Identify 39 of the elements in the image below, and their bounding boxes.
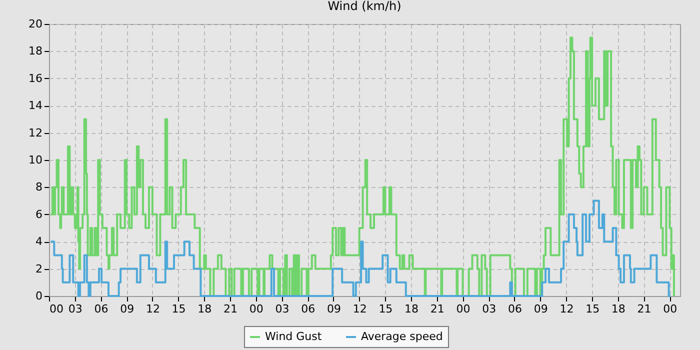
x-tick-label: 06: [94, 302, 108, 316]
x-tick-label: 09: [120, 302, 134, 316]
y-tick-label: 20: [28, 18, 42, 30]
y-tick-label: 10: [28, 154, 42, 166]
x-tick-label: 09: [534, 302, 548, 316]
legend-label: Wind Gust: [265, 330, 322, 343]
y-tick-label: 2: [36, 262, 42, 276]
x-tick-label: 15: [172, 302, 186, 316]
x-tick-label: 09: [326, 302, 341, 316]
y-tick-label: 14: [28, 99, 42, 112]
x-tick-label: 15: [378, 302, 393, 316]
x-tick-label: 06: [301, 302, 316, 316]
y-tick-label: 4: [36, 235, 42, 248]
y-tick-label: 0: [36, 290, 42, 302]
chart-title: Wind (km/h): [328, 0, 402, 13]
y-tick-label: 12: [28, 126, 42, 140]
y-tick-label: 8: [36, 180, 42, 194]
x-tick-label: 12: [352, 302, 367, 316]
x-tick-label: 00: [663, 302, 678, 316]
x-tick-label: 15: [586, 302, 600, 316]
x-tick-label: 06: [508, 302, 522, 316]
x-tick-label: 21: [637, 302, 652, 316]
x-tick-label: 18: [198, 302, 212, 316]
y-tick-label: 18: [28, 44, 42, 58]
y-tick-label: 16: [28, 72, 42, 85]
legend-label: Average speed: [361, 330, 443, 343]
x-tick-label: 12: [146, 302, 160, 316]
x-tick-label: 00: [249, 302, 264, 316]
x-tick-label: 03: [275, 302, 290, 316]
x-tick-label: 18: [404, 302, 419, 316]
x-tick-label: 21: [430, 302, 444, 316]
x-tick-label: 03: [482, 302, 496, 316]
x-tick-label: 00: [50, 302, 64, 316]
x-tick-label: 12: [560, 302, 574, 316]
y-tick-label: 6: [36, 208, 42, 221]
x-tick-label: 21: [224, 302, 238, 316]
x-tick-label: 03: [68, 302, 82, 316]
x-tick-label: 00: [456, 302, 470, 316]
x-tick-label: 18: [611, 302, 626, 316]
